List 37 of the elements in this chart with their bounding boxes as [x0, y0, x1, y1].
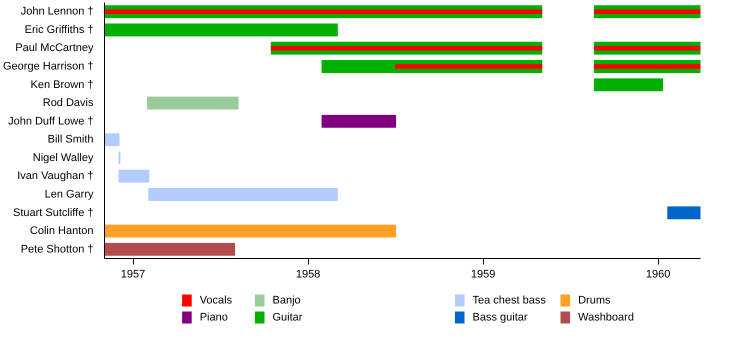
legend-label: Guitar — [272, 312, 303, 324]
y-tick-label: George Harrison † — [3, 60, 94, 72]
y-tick-label: John Lennon † — [20, 6, 94, 18]
y-tick-label: Pete Shotton † — [20, 243, 94, 256]
legend-label: Piano — [200, 312, 228, 324]
y-tick-label: Eric Griffiths † — [24, 24, 94, 36]
x-tick-label: 1958 — [296, 268, 320, 280]
legend-label: Tea chest bass — [472, 294, 546, 306]
y-tick-label: Ivan Vaughan † — [17, 170, 94, 182]
legend-label: Washboard — [578, 312, 634, 324]
bar — [104, 242, 236, 256]
y-tick-label: Ken Brown † — [30, 78, 94, 91]
y-tick-label: Bill Smith — [48, 134, 94, 146]
y-tick-label: Nigel Walley — [32, 152, 94, 164]
x-tick-label: 1959 — [470, 268, 496, 280]
bar — [395, 64, 542, 69]
y-tick-label: Rod Davis — [42, 97, 94, 110]
bar — [322, 114, 396, 128]
y-tick-label: Colin Hanton — [30, 225, 94, 238]
bar — [104, 224, 396, 238]
legend-label: Drums — [578, 294, 611, 306]
y-tick-label: John Duff Lowe † — [8, 115, 94, 128]
bar — [104, 133, 120, 146]
bar — [118, 170, 150, 183]
bar — [667, 206, 700, 220]
y-tick-label: Paul McCartney — [15, 42, 94, 54]
legend-label: Bass guitar — [472, 312, 528, 324]
bar — [148, 188, 338, 201]
y-tick-label: Stuart Sutcliffe † — [12, 206, 94, 219]
legend-label: Banjo — [272, 294, 301, 306]
y-tick-label: Len Garry — [44, 188, 94, 200]
bar — [147, 96, 239, 110]
x-tick-label: 1960 — [646, 268, 670, 280]
bar — [104, 23, 338, 36]
legend-label: Vocals — [200, 294, 233, 306]
bar — [594, 78, 664, 92]
x-tick-label: 1957 — [120, 268, 146, 280]
